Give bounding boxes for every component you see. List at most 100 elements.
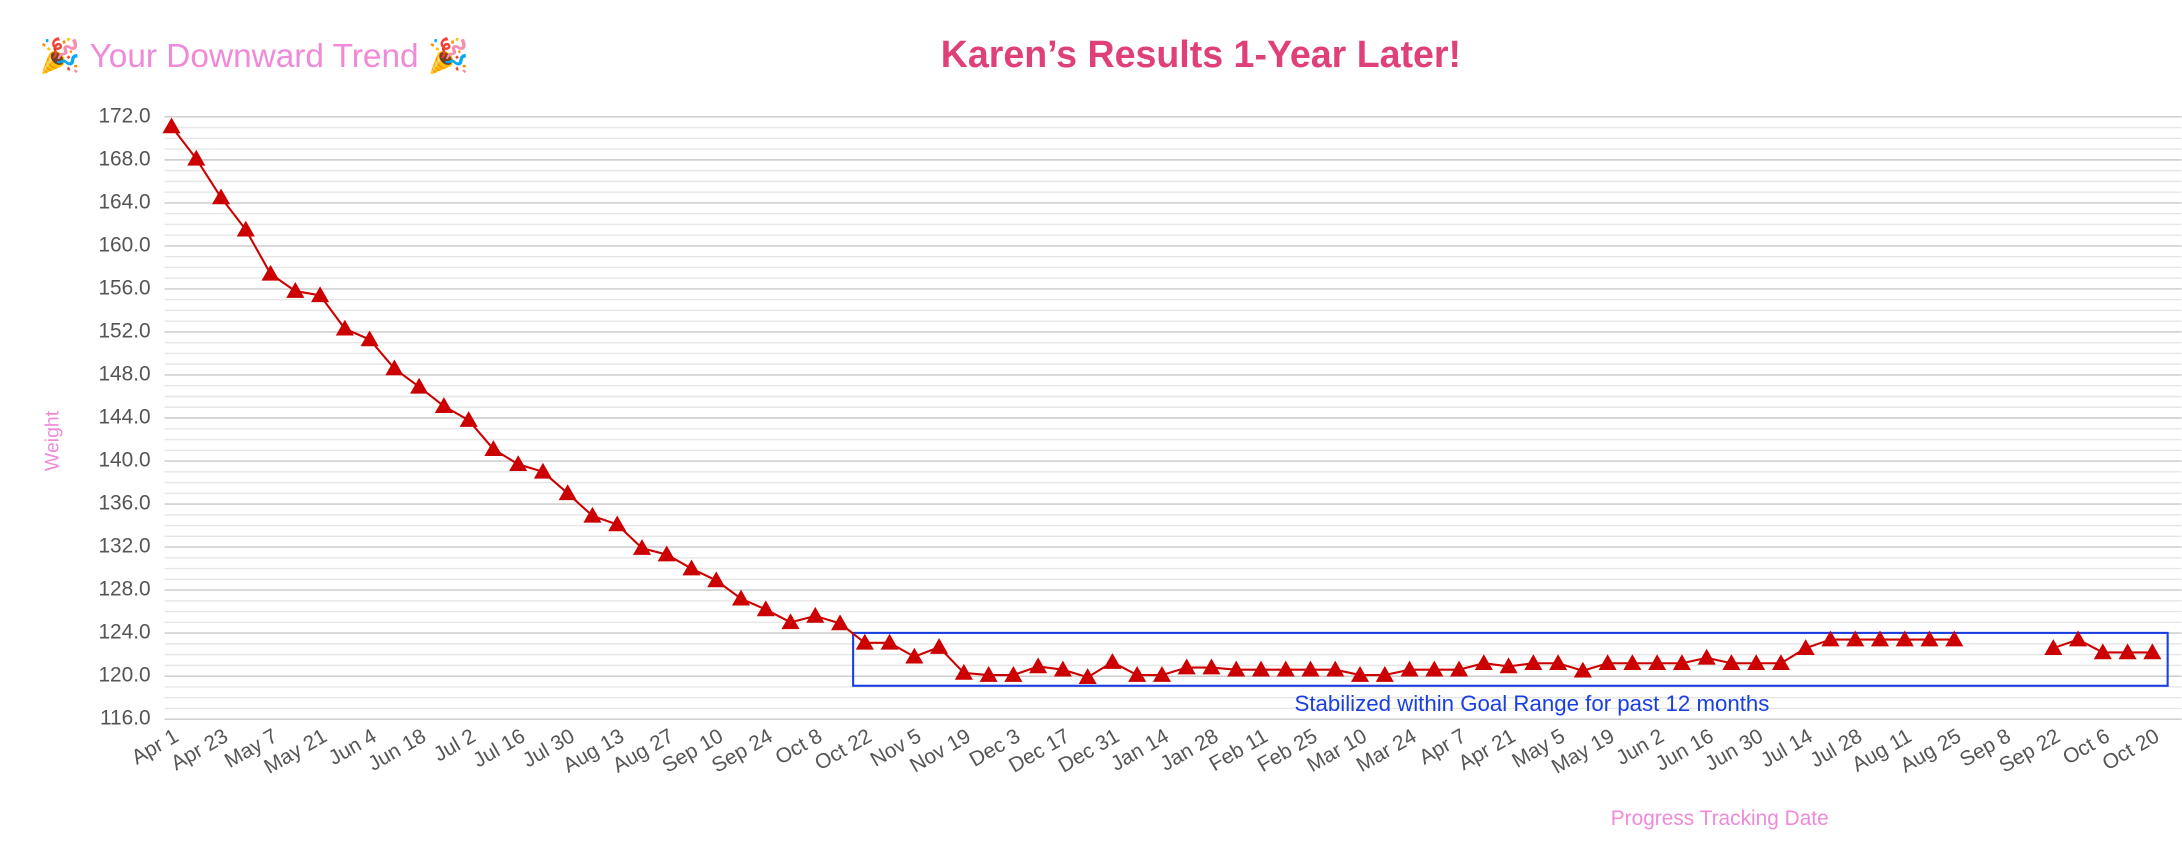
marker	[212, 188, 231, 205]
marker	[1846, 630, 1865, 647]
marker	[1326, 660, 1345, 677]
marker	[1870, 630, 1890, 647]
marker	[583, 506, 602, 523]
marker	[1672, 654, 1691, 671]
x-tick-label: Jul 16	[469, 724, 529, 772]
marker	[1029, 657, 1048, 674]
y-tick-label: 128.0	[98, 578, 150, 601]
y-tick-label: 168.0	[98, 147, 150, 170]
marker	[2143, 643, 2162, 660]
y-tick-label: 124.0	[98, 621, 150, 644]
marker	[558, 484, 577, 501]
marker	[1128, 666, 1147, 682]
line	[170, 125, 1955, 679]
marker	[1350, 666, 1370, 682]
marker	[1747, 654, 1766, 671]
x-tick-label: Jul 14	[1757, 724, 1817, 772]
header: 🎉 Your Downward Trend 🎉	[39, 36, 469, 76]
marker	[459, 411, 478, 427]
marker	[1573, 661, 1592, 678]
marker	[286, 282, 305, 298]
marker	[1821, 630, 1840, 647]
marker	[484, 440, 503, 456]
y-tick-label: 116.0	[100, 707, 151, 730]
y-tick-label: 152.0	[98, 319, 150, 342]
marker	[1152, 666, 1171, 682]
marker	[1771, 654, 1790, 671]
x-axis-label: Progress Tracking Date	[1611, 807, 1829, 830]
marker	[1425, 660, 1444, 677]
marker	[905, 647, 924, 664]
marker	[632, 539, 652, 555]
marker	[731, 589, 751, 606]
y-tick-label: 164.0	[98, 190, 150, 213]
marker	[385, 359, 404, 376]
x-tick-label: Jun 18	[364, 724, 430, 775]
marker	[335, 319, 354, 336]
marker	[2118, 643, 2137, 660]
marker	[2069, 630, 2088, 647]
x-tick-label: Jul 2	[430, 724, 480, 766]
marker	[1549, 654, 1568, 671]
y-tick-label: 140.0	[98, 449, 150, 472]
marker	[657, 545, 676, 562]
annotation: Stabilized within Goal Range for past 12…	[1294, 691, 1769, 716]
marker	[1177, 658, 1196, 675]
marker	[682, 559, 701, 576]
y-tick-label: 120.0	[98, 664, 150, 687]
marker	[1375, 666, 1394, 682]
y-tick-label: 156.0	[98, 276, 150, 299]
marker	[1004, 666, 1023, 682]
marker	[261, 264, 280, 281]
marker	[1623, 654, 1642, 671]
marker	[533, 462, 552, 479]
marker	[954, 663, 973, 680]
marker	[1227, 660, 1246, 677]
marker	[608, 515, 627, 532]
y-tick-label: 136.0	[98, 492, 150, 515]
y-tick-label: 144.0	[98, 406, 150, 429]
y-tick-label: 148.0	[98, 362, 150, 385]
x-tick-label: Apr 23	[167, 724, 232, 775]
marker	[1796, 639, 1815, 655]
marker	[410, 377, 429, 394]
marker	[1474, 654, 1493, 671]
marker	[1276, 660, 1295, 677]
marker	[831, 614, 850, 631]
marker	[2044, 639, 2063, 655]
y-axis-label: Weight	[41, 410, 63, 471]
marker	[756, 600, 775, 617]
marker	[1251, 660, 1271, 677]
marker	[1598, 654, 1617, 671]
marker	[360, 330, 379, 347]
marker	[1301, 660, 1320, 677]
marker	[1450, 660, 1469, 677]
y-tick-label: 132.0	[98, 535, 150, 558]
marker	[1697, 648, 1716, 665]
x-tick-label: Oct 20	[2098, 724, 2163, 775]
marker	[707, 571, 726, 588]
marker	[1945, 630, 1964, 647]
marker	[311, 286, 330, 303]
x-tick-label: Jun 30	[1701, 724, 1767, 775]
marker	[1648, 654, 1667, 671]
marker	[781, 613, 800, 630]
marker	[930, 638, 949, 654]
marker	[1524, 654, 1543, 671]
marker	[1103, 653, 1122, 669]
marker	[979, 666, 998, 682]
marker	[187, 149, 206, 166]
annotation-box	[852, 631, 2169, 687]
marker	[1053, 660, 1072, 677]
y-tick-label: 160.0	[98, 233, 150, 256]
marker	[509, 455, 528, 472]
marker	[1400, 660, 1419, 677]
marker	[1895, 630, 1914, 647]
marker	[1499, 657, 1518, 674]
marker	[434, 397, 453, 413]
y-tick-label: 172.0	[98, 104, 150, 127]
marker	[855, 633, 874, 650]
marker	[806, 606, 825, 623]
